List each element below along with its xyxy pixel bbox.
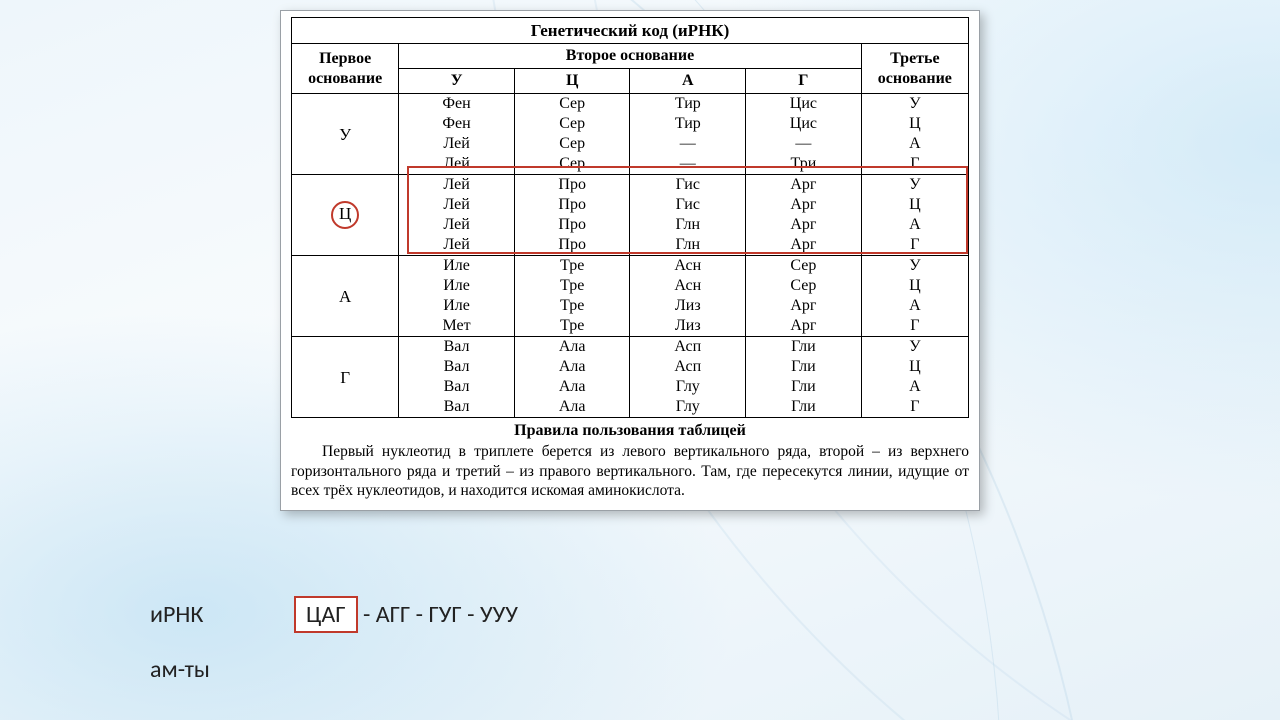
amino-cell: ТирТир—— bbox=[630, 94, 746, 175]
bottom-panel: иРНК ЦАГ - АГГ - ГУГ - УУУ ам-ты bbox=[150, 600, 518, 710]
codon-card: Генетический код (иРНК) Первое основание… bbox=[280, 10, 980, 511]
codon: АГГ bbox=[376, 600, 411, 629]
amino-cell: ПроПроПроПро bbox=[514, 175, 630, 256]
third-base-cell: УЦАГ bbox=[861, 175, 968, 256]
first-base-circle: Ц bbox=[331, 201, 359, 229]
second-base-header: А bbox=[630, 69, 746, 94]
col-first-base: Первое основание bbox=[292, 44, 399, 94]
table-title: Генетический код (иРНК) bbox=[292, 18, 969, 44]
rules-body: Первый нуклеотид в триплете берется из л… bbox=[291, 442, 969, 500]
second-base-header: Г bbox=[746, 69, 862, 94]
first-base-cell: Г bbox=[292, 337, 399, 418]
rules-title: Правила пользования таблицей bbox=[291, 422, 969, 440]
first-base-cell: А bbox=[292, 256, 399, 337]
codon: ЦАГ bbox=[294, 596, 358, 633]
amino-cell: АспАспГлуГлу bbox=[630, 337, 746, 418]
amino-cell: ГлиГлиГлиГли bbox=[746, 337, 862, 418]
amino-cell: ВалВалВалВал bbox=[399, 337, 515, 418]
amino-cell: СерСерСерСер bbox=[514, 94, 630, 175]
amino-cell: ИлеИлеИлеМет bbox=[399, 256, 515, 337]
amino-cell: АснАснЛизЛиз bbox=[630, 256, 746, 337]
codon-sequence: ЦАГ - АГГ - ГУГ - УУУ bbox=[294, 600, 518, 629]
amino-cell: ТреТреТреТре bbox=[514, 256, 630, 337]
amino-cell: ЛейЛейЛейЛей bbox=[399, 175, 515, 256]
col-third-base: Третье основание bbox=[861, 44, 968, 94]
amino-cell: ГисГисГлнГлн bbox=[630, 175, 746, 256]
second-base-header: У bbox=[399, 69, 515, 94]
aa-label: ам-ты bbox=[150, 655, 280, 684]
codon-table: Генетический код (иРНК) Первое основание… bbox=[291, 17, 969, 418]
third-base-cell: УЦАГ bbox=[861, 337, 968, 418]
amino-cell: СерСерАргАрг bbox=[746, 256, 862, 337]
col-second-base: Второе основание bbox=[399, 44, 861, 69]
amino-cell: ЦисЦис—Три bbox=[746, 94, 862, 175]
first-base-cell: Ц bbox=[292, 175, 399, 256]
codon-separator: - bbox=[410, 600, 428, 629]
rna-line: иРНК ЦАГ - АГГ - ГУГ - УУУ bbox=[150, 600, 518, 629]
third-base-cell: УЦАГ bbox=[861, 94, 968, 175]
rna-label: иРНК bbox=[150, 600, 280, 629]
amino-cell: ФенФенЛейЛей bbox=[399, 94, 515, 175]
codon: ГУГ bbox=[428, 600, 461, 629]
aa-line: ам-ты bbox=[150, 655, 518, 684]
amino-cell: АргАргАргАрг bbox=[746, 175, 862, 256]
codon-separator: - bbox=[358, 600, 376, 629]
codon: УУУ bbox=[480, 600, 518, 629]
second-base-header: Ц bbox=[514, 69, 630, 94]
third-base-cell: УЦАГ bbox=[861, 256, 968, 337]
amino-cell: АлаАлаАлаАла bbox=[514, 337, 630, 418]
codon-separator: - bbox=[462, 600, 480, 629]
first-base-cell: У bbox=[292, 94, 399, 175]
